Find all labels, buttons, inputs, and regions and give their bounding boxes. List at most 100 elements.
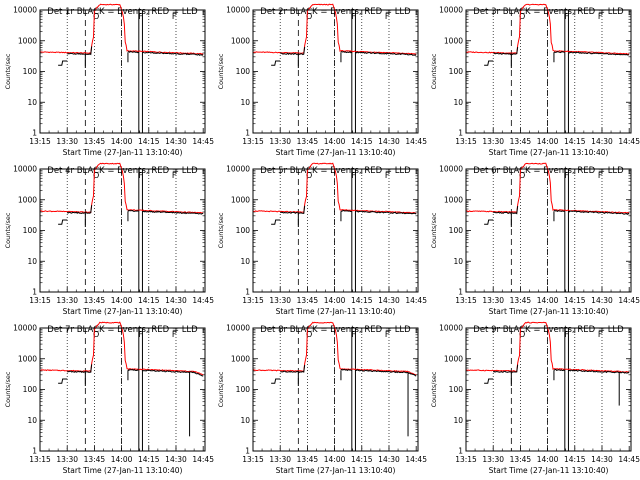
series-events-line (298, 365, 306, 373)
x-tick-label: 14:30 (378, 296, 400, 305)
y-tick-label: 10000 (13, 165, 37, 174)
plot-frame (39, 9, 206, 134)
y-tick-label: 10000 (439, 6, 463, 15)
x-tick-label: 14:15 (351, 137, 373, 146)
x-tick-label: 13:45 (510, 455, 532, 464)
series-events-line (127, 50, 140, 54)
x-tick-label: 14:00 (111, 455, 133, 464)
y-tick-label: 10000 (226, 165, 250, 174)
plot-frame (465, 327, 632, 452)
x-tick-label: 13:30 (269, 455, 291, 464)
series-events-line (58, 378, 68, 384)
y-tick-label: 10 (240, 416, 250, 425)
y-axis-label: Counts/sec (217, 371, 225, 407)
y-tick-label: 100 (449, 226, 464, 235)
series-events-line (340, 209, 352, 213)
x-axis-label: Start Time (27-Jan-11 13:10:40) (489, 307, 609, 316)
x-tick-label: 14:00 (111, 296, 133, 305)
annotation-label: F (598, 12, 603, 21)
x-tick-label: 13:30 (482, 455, 504, 464)
x-tick-label: 14:45 (192, 455, 214, 464)
x-tick-label: 14:45 (618, 137, 640, 146)
x-tick-label: 13:15 (29, 455, 51, 464)
annotation-label: O (93, 12, 99, 21)
x-axis-label: Start Time (27-Jan-11 13:10:40) (63, 148, 183, 157)
series-events-line (142, 51, 204, 56)
x-tick-label: 13:45 (84, 137, 106, 146)
x-tick-label: 14:00 (324, 296, 346, 305)
x-tick-label: 14:15 (564, 296, 586, 305)
y-tick-label: 1 (458, 288, 463, 297)
x-tick-label: 14:30 (378, 455, 400, 464)
series-events-line (492, 370, 512, 373)
x-tick-label: 14:30 (165, 137, 187, 146)
series-events-line (355, 210, 417, 215)
annotation-label: F (138, 12, 143, 21)
annotation-label: F (351, 12, 356, 21)
y-tick-label: 10 (240, 98, 250, 107)
y-tick-label: 100 (449, 385, 464, 394)
x-axis-label: Start Time (27-Jan-11 13:10:40) (276, 466, 396, 475)
x-tick-label: 14:45 (405, 137, 427, 146)
x-tick-label: 14:15 (564, 455, 586, 464)
annotation-label: F (385, 12, 390, 21)
series-events-line (142, 369, 204, 377)
x-tick-label: 14:30 (378, 137, 400, 146)
y-tick-label: 10000 (13, 6, 37, 15)
annotation-label: F (598, 171, 603, 180)
series-events-line (271, 219, 281, 225)
x-tick-label: 13:15 (242, 296, 264, 305)
series-events-line (85, 364, 93, 373)
series-events-line (340, 369, 352, 372)
series-events-line (553, 368, 566, 372)
x-axis-label: Start Time (27-Jan-11 13:10:40) (276, 307, 396, 316)
series-events-line (355, 51, 417, 56)
x-tick-label: 14:45 (192, 137, 214, 146)
y-tick-label: 10 (240, 257, 250, 266)
series-events-line (484, 60, 494, 66)
x-tick-label: 13:30 (56, 137, 78, 146)
x-axis-label: Start Time (27-Jan-11 13:10:40) (489, 466, 609, 475)
series-events-line (85, 46, 93, 56)
series-events-line (271, 378, 281, 384)
y-tick-label: 100 (236, 385, 251, 394)
series-lld-line (39, 321, 204, 376)
y-axis-label: Counts/sec (430, 212, 438, 248)
x-tick-label: 13:15 (455, 455, 477, 464)
y-tick-label: 10 (453, 416, 463, 425)
x-tick-label: 13:45 (510, 296, 532, 305)
annotation-label: O (306, 171, 312, 180)
series-events-line (553, 210, 565, 212)
x-axis-label: Start Time (27-Jan-11 13:10:40) (63, 307, 183, 316)
x-tick-label: 14:30 (165, 296, 187, 305)
annotation-label: F (385, 171, 390, 180)
series-events-line (493, 211, 512, 214)
chart-panel-det-6: Det 6r BLACK = Events, RED = LLDCounts/s… (430, 162, 640, 316)
y-tick-label: 1000 (18, 36, 37, 45)
y-tick-label: 10000 (13, 324, 37, 333)
x-tick-label: 13:15 (242, 137, 264, 146)
y-tick-label: 100 (23, 226, 38, 235)
y-tick-label: 1 (458, 129, 463, 138)
x-tick-label: 13:30 (269, 137, 291, 146)
x-axis-label: Start Time (27-Jan-11 13:10:40) (276, 148, 396, 157)
series-events-line (484, 378, 494, 384)
y-tick-label: 1000 (18, 354, 37, 363)
series-lld-line (465, 3, 630, 55)
annotation-label: O (93, 171, 99, 180)
x-tick-label: 14:15 (351, 296, 373, 305)
annotation-label: F (564, 171, 569, 180)
x-tick-label: 13:30 (56, 455, 78, 464)
y-tick-label: 1000 (231, 36, 250, 45)
x-tick-label: 14:15 (138, 137, 160, 146)
y-tick-label: 1000 (231, 195, 250, 204)
annotation-label: O (306, 330, 312, 339)
x-tick-label: 14:15 (138, 296, 160, 305)
series-events-line (493, 52, 512, 55)
x-tick-label: 14:15 (138, 455, 160, 464)
plot-frame (252, 327, 419, 452)
y-tick-label: 1 (32, 129, 37, 138)
x-tick-label: 14:30 (591, 296, 613, 305)
series-events-line (511, 46, 519, 56)
